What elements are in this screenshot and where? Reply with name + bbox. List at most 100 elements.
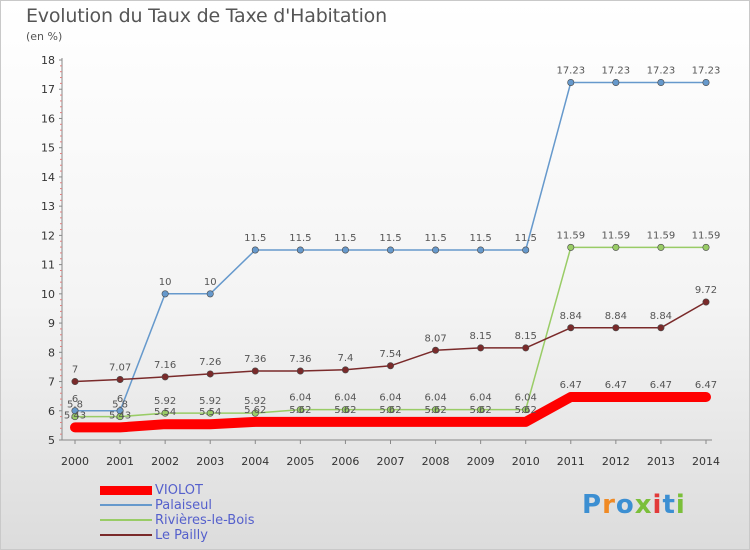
data-point-rivieres-le-bois xyxy=(71,413,79,421)
data-point-palaiseul xyxy=(657,79,665,87)
data-point-palaiseul xyxy=(522,246,530,254)
data-label-palaiseul: 10 xyxy=(204,277,217,288)
data-label-violot: 5.62 xyxy=(424,405,446,416)
data-label-rivieres-le-bois: 11.59 xyxy=(692,230,721,241)
x-tick-label: 2006 xyxy=(331,455,359,468)
data-point-rivieres-le-bois xyxy=(657,243,665,251)
legend-label-palaiseul: Palaiseul xyxy=(155,498,213,513)
data-label-le-pailly: 7.36 xyxy=(289,354,311,365)
data-label-palaiseul: 10 xyxy=(159,277,172,288)
data-label-rivieres-le-bois: 5.92 xyxy=(244,396,266,407)
data-label-palaiseul: 11.5 xyxy=(289,233,311,244)
data-point-rivieres-le-bois xyxy=(702,243,710,251)
x-tick-label: 2005 xyxy=(286,455,314,468)
logo-letter: t xyxy=(662,490,676,520)
data-label-violot: 6.47 xyxy=(560,380,582,391)
data-label-violot: 5.62 xyxy=(334,405,356,416)
data-label-le-pailly: 8.84 xyxy=(605,311,627,322)
data-label-violot: 5.43 xyxy=(64,410,86,421)
data-point-rivieres-le-bois xyxy=(612,243,620,251)
data-point-le-pailly xyxy=(432,346,440,354)
data-label-le-pailly: 9.72 xyxy=(695,285,717,296)
data-point-palaiseul xyxy=(341,246,349,254)
x-tick-label: 2012 xyxy=(602,455,630,468)
data-label-rivieres-le-bois: 6.04 xyxy=(379,393,401,404)
x-tick-label: 2013 xyxy=(647,455,675,468)
data-point-le-pailly xyxy=(477,344,485,352)
data-point-le-pailly xyxy=(657,324,665,332)
data-label-palaiseul: 6 xyxy=(117,394,123,405)
y-tick-label: 12 xyxy=(41,229,55,242)
logo-letter: P xyxy=(582,490,603,520)
data-point-le-pailly xyxy=(206,370,214,378)
data-label-le-pailly: 7 xyxy=(72,365,78,376)
legend-label-le-pailly: Le Pailly xyxy=(155,528,208,543)
data-label-rivieres-le-bois: 11.59 xyxy=(602,230,631,241)
x-tick-label: 2009 xyxy=(467,455,495,468)
y-tick-label: 9 xyxy=(48,317,55,330)
data-label-palaiseul: 11.5 xyxy=(470,233,492,244)
data-label-violot: 5.62 xyxy=(470,405,492,416)
legend-label-violot: VIOLOT xyxy=(155,483,203,498)
data-label-le-pailly: 7.36 xyxy=(244,354,266,365)
data-label-le-pailly: 7.4 xyxy=(337,353,353,364)
x-tick-label: 2011 xyxy=(557,455,585,468)
data-point-palaiseul xyxy=(567,79,575,87)
data-point-le-pailly xyxy=(567,324,575,332)
data-point-rivieres-le-bois xyxy=(477,406,485,414)
data-label-le-pailly: 8.07 xyxy=(424,333,446,344)
y-tick-label: 6 xyxy=(48,405,55,418)
data-point-rivieres-le-bois xyxy=(386,406,394,414)
proxiti-logo[interactable]: Proxiti xyxy=(582,490,686,520)
data-label-palaiseul: 11.5 xyxy=(379,233,401,244)
series-line-violot xyxy=(70,392,711,433)
data-point-le-pailly xyxy=(522,344,530,352)
legend-swatch-le-pailly xyxy=(100,534,152,536)
data-point-rivieres-le-bois xyxy=(116,413,124,421)
logo-letter: i xyxy=(675,490,686,520)
data-point-palaiseul xyxy=(432,246,440,254)
data-label-violot: 5.62 xyxy=(515,405,537,416)
data-label-palaiseul: 11.5 xyxy=(334,233,356,244)
data-point-rivieres-le-bois xyxy=(567,243,575,251)
y-tick-label: 10 xyxy=(41,288,55,301)
data-label-palaiseul: 11.5 xyxy=(515,233,537,244)
legend-swatch-violot xyxy=(100,486,152,495)
data-point-rivieres-le-bois xyxy=(432,406,440,414)
data-point-rivieres-le-bois xyxy=(251,409,259,417)
data-label-rivieres-le-bois: 11.59 xyxy=(647,230,676,241)
data-point-palaiseul xyxy=(296,246,304,254)
data-label-le-pailly: 8.84 xyxy=(650,311,672,322)
data-label-rivieres-le-bois: 11.59 xyxy=(556,230,585,241)
x-tick-label: 2000 xyxy=(61,455,89,468)
logo-letter: r xyxy=(602,490,616,520)
data-label-palaiseul: 11.5 xyxy=(244,233,266,244)
data-point-le-pailly xyxy=(71,378,79,386)
y-tick-label: 7 xyxy=(48,376,55,389)
y-tick-label: 8 xyxy=(48,346,55,359)
data-point-le-pailly xyxy=(702,298,710,306)
y-tick-label: 18 xyxy=(41,54,55,67)
data-point-le-pailly xyxy=(612,324,620,332)
series-line-rivieres-le-bois xyxy=(74,246,707,418)
data-label-rivieres-le-bois: 5.92 xyxy=(199,396,221,407)
data-label-violot: 6.47 xyxy=(605,380,627,391)
data-label-le-pailly: 8.84 xyxy=(560,311,582,322)
logo-letter: i xyxy=(652,490,663,520)
data-label-violot: 6.47 xyxy=(650,380,672,391)
data-point-le-pailly xyxy=(296,367,304,375)
data-label-violot: 5.62 xyxy=(289,405,311,416)
data-label-rivieres-le-bois: 6.04 xyxy=(334,393,356,404)
data-point-rivieres-le-bois xyxy=(522,406,530,414)
data-point-palaiseul xyxy=(161,290,169,298)
data-label-violot: 5.62 xyxy=(379,405,401,416)
data-label-palaiseul: 6 xyxy=(72,394,78,405)
y-tick-label: 13 xyxy=(41,200,55,213)
data-label-palaiseul: 17.23 xyxy=(692,66,721,77)
data-point-le-pailly xyxy=(386,362,394,370)
data-label-le-pailly: 7.07 xyxy=(109,362,131,373)
y-tick-label: 5 xyxy=(48,434,55,447)
logo-letter: x xyxy=(634,490,653,520)
